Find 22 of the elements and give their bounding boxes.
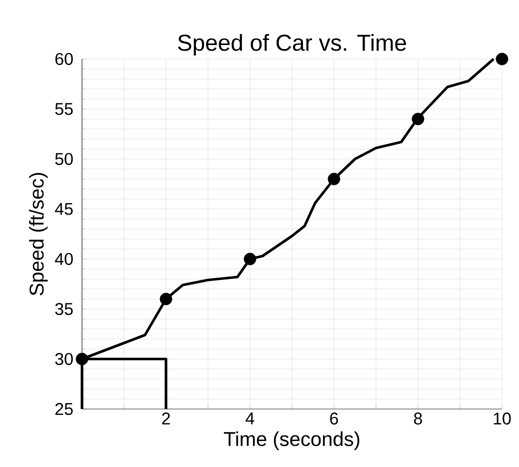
chart-title: Speed of Car vs. Time xyxy=(178,34,406,56)
y-axis-title: Speed (ft/sec) xyxy=(29,173,48,296)
x-tick-label: 6 xyxy=(330,412,338,425)
point xyxy=(76,352,88,366)
x-tick-label: 2 xyxy=(162,412,170,424)
x-tick-label: 10 xyxy=(494,412,511,425)
y-tick-label: 30 xyxy=(55,352,73,366)
y-tick-label: 60 xyxy=(55,52,73,66)
y-tick-label: 25 xyxy=(55,402,73,416)
point xyxy=(412,112,424,126)
y-tick-label: 35 xyxy=(55,302,73,316)
point xyxy=(244,252,256,266)
y-tick-label: 55 xyxy=(55,103,73,115)
y-tick-label: 45 xyxy=(54,203,73,215)
x-axis-title: Time (seconds) xyxy=(224,431,360,450)
x-tick-label: 8 xyxy=(414,412,422,425)
y-tick-label: 50 xyxy=(55,152,73,166)
point xyxy=(160,292,172,306)
point xyxy=(496,52,508,66)
point xyxy=(328,172,340,186)
x-tick-label: 4 xyxy=(246,412,254,424)
y-tick-label: 40 xyxy=(54,252,73,266)
